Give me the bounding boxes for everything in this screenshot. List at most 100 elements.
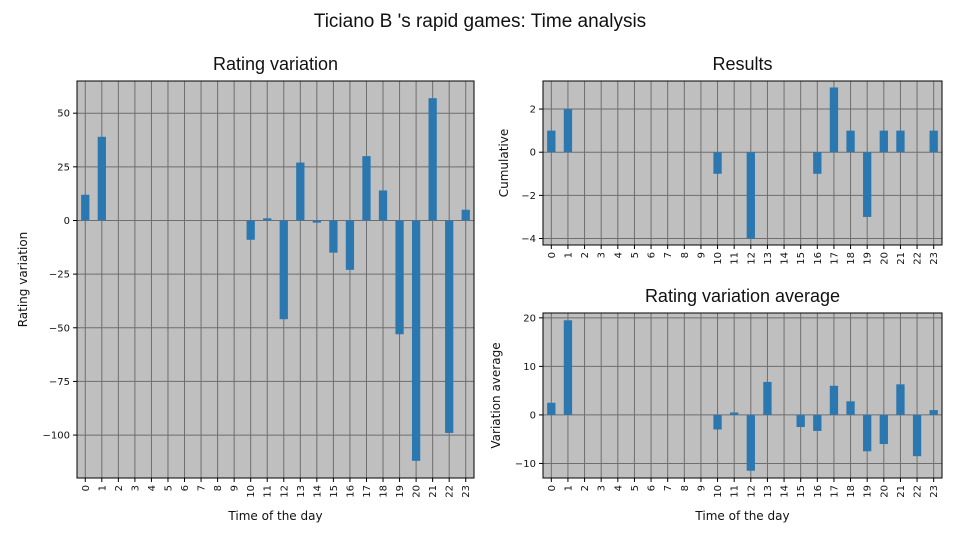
y-axis-label: Cumulative [497, 129, 511, 198]
x-tick-label: 20 [879, 252, 890, 265]
bar-0 [547, 402, 556, 415]
chart-panel-1: 20−2−40 1 2 3 4 5 6 7 8 9 10 11 12 13 14 15 16 17 18 19 20 21… [497, 54, 943, 265]
x-axis-label: Time of the day [694, 509, 789, 523]
bar-16 [813, 414, 822, 431]
bar-18 [378, 190, 388, 221]
bar-10 [713, 414, 722, 430]
x-tick-label: 3 [597, 252, 608, 258]
bar-11 [263, 218, 272, 221]
x-tick-label: 11 [730, 485, 741, 498]
bar-12 [746, 414, 755, 471]
x-tick-label: 5 [630, 485, 641, 491]
y-tick-label: −2 [521, 191, 536, 202]
bar-20 [411, 220, 421, 461]
y-tick-label: 0 [64, 216, 70, 227]
x-tick-label: 11 [263, 485, 274, 498]
y-tick-label: 50 [57, 109, 70, 120]
x-tick-label: 9 [696, 252, 707, 258]
x-tick-label: 13 [296, 485, 307, 498]
x-tick-label: 6 [647, 252, 658, 258]
x-tick-label: 23 [929, 485, 940, 498]
x-tick-label: 23 [929, 252, 940, 265]
x-tick-label: 16 [345, 485, 356, 498]
x-tick-label: 5 [163, 485, 174, 491]
x-tick-label: 1 [563, 485, 574, 491]
bar-12 [279, 220, 288, 320]
bar-17 [362, 156, 371, 221]
bar-13 [296, 162, 305, 221]
bar-0 [81, 194, 90, 221]
x-tick-label: 2 [580, 252, 591, 258]
x-tick-label: 12 [746, 252, 757, 265]
x-tick-label: 21 [896, 252, 907, 265]
x-tick-label: 14 [780, 252, 791, 265]
x-tick-label: 9 [696, 485, 707, 491]
x-tick-label: 16 [813, 252, 824, 265]
x-tick-label: 6 [180, 485, 191, 491]
x-tick-label: 15 [796, 252, 807, 265]
y-tick-label: 0 [530, 148, 536, 159]
x-tick-label: 18 [846, 252, 857, 265]
x-tick-label: 17 [829, 252, 840, 265]
bar-16 [813, 152, 822, 174]
bar-14 [312, 220, 321, 223]
bar-21 [896, 384, 905, 415]
y-tick-label: −100 [43, 431, 70, 442]
y-tick-label: 2 [530, 105, 536, 116]
x-tick-label: 8 [213, 485, 224, 491]
y-tick-label: −10 [515, 459, 536, 470]
bar-1 [563, 109, 573, 153]
y-axis-label: Variation average [489, 342, 503, 448]
x-tick-label: 13 [763, 252, 774, 265]
bar-11 [730, 412, 739, 415]
x-tick-label: 4 [613, 485, 624, 491]
bar-10 [246, 220, 255, 240]
bar-19 [863, 152, 872, 217]
bar-1 [563, 320, 573, 415]
bar-22 [912, 414, 922, 457]
x-tick-label: 6 [647, 485, 658, 491]
x-tick-label: 14 [312, 485, 323, 498]
plot-frame [76, 80, 475, 479]
bar-13 [763, 381, 772, 415]
plot-area [543, 81, 942, 245]
y-tick-label: 20 [523, 313, 536, 324]
bar-12 [746, 152, 755, 239]
x-tick-label: 10 [713, 252, 724, 265]
x-tick-label: 12 [279, 485, 290, 498]
bar-19 [863, 414, 872, 452]
x-tick-label: 14 [780, 485, 791, 498]
x-tick-label: 19 [863, 485, 874, 498]
x-tick-label: 20 [879, 485, 890, 498]
y-tick-label: 0 [530, 410, 536, 421]
bar-21 [896, 130, 905, 153]
plot-frame [542, 312, 943, 479]
plot-area [543, 313, 942, 478]
x-tick-label: 10 [713, 485, 724, 498]
x-tick-label: 15 [329, 485, 340, 498]
plot-area [77, 81, 474, 478]
bar-17 [829, 385, 839, 415]
subplot-title: Rating variation average [645, 286, 840, 306]
y-tick-label: −75 [49, 377, 70, 388]
bar-23 [929, 130, 938, 153]
y-tick-label: −25 [49, 270, 70, 281]
bar-17 [829, 87, 839, 153]
y-axis-label: Rating variation [16, 232, 30, 328]
x-tick-label: 7 [663, 252, 674, 258]
y-tick-label: 25 [57, 162, 70, 173]
x-tick-label: 10 [246, 485, 257, 498]
bar-15 [329, 220, 338, 253]
x-tick-label: 13 [763, 485, 774, 498]
x-tick-label: 21 [428, 485, 439, 498]
bar-20 [879, 414, 888, 445]
x-tick-label: 3 [597, 485, 608, 491]
x-tick-label: 0 [547, 485, 558, 491]
bar-18 [846, 130, 855, 153]
x-tick-label: 19 [395, 485, 406, 498]
bar-18 [846, 401, 855, 415]
bar-23 [929, 410, 938, 415]
